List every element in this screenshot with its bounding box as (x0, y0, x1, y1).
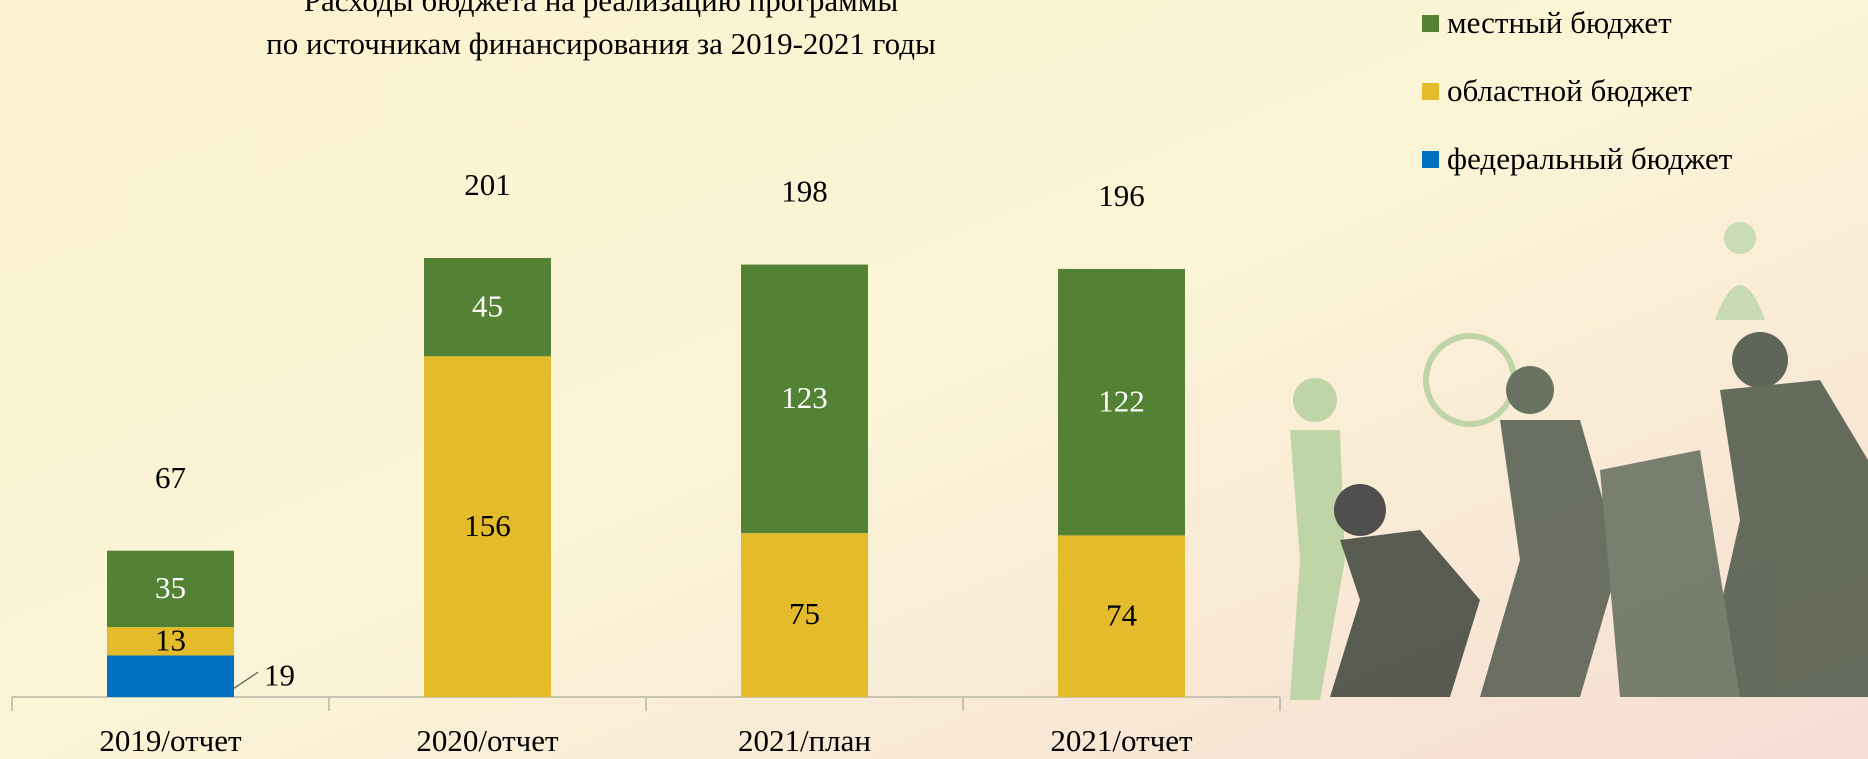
data-label: 123 (781, 380, 828, 415)
bar-segment (107, 550, 234, 628)
total-label: 201 (464, 167, 511, 202)
legend-label: местный бюджет (1447, 5, 1672, 40)
legend-label: федеральный бюджет (1447, 141, 1733, 176)
data-label: 13 (155, 622, 186, 657)
decoration (1290, 222, 1868, 700)
data-label: 35 (155, 570, 186, 605)
bar-segment (107, 655, 234, 697)
legend-label: областной бюджет (1447, 73, 1692, 108)
bar-segment (107, 627, 234, 656)
leader-line (233, 671, 259, 689)
chart-title: Расходы бюджета на реализацию программы (304, 0, 899, 18)
total-label: 198 (781, 174, 828, 209)
bar-segment (424, 356, 551, 697)
legend-swatch (1422, 15, 1439, 32)
bar-segment (1058, 268, 1185, 536)
data-label: 74 (1106, 597, 1138, 632)
bar-segment (1058, 535, 1185, 697)
bar-segment (424, 258, 551, 357)
total-label: 67 (155, 460, 186, 495)
bar-segment (741, 533, 868, 697)
bar-segment (741, 264, 868, 534)
x-tick-label: 2021/отчет (1050, 723, 1193, 758)
data-label: 19 (264, 657, 295, 692)
legend-swatch (1422, 151, 1439, 168)
data-label: 122 (1098, 383, 1145, 418)
legend-swatch (1422, 83, 1439, 100)
x-tick-label: 2021/план (738, 723, 871, 758)
data-label: 156 (464, 508, 511, 543)
data-label: 45 (472, 288, 503, 323)
data-label: 75 (789, 596, 820, 631)
x-tick-label: 2020/отчет (416, 723, 559, 758)
chart-subtitle: по источникам финансирования за 2019-202… (266, 26, 936, 61)
x-tick-label: 2019/отчет (99, 723, 242, 758)
total-label: 196 (1098, 178, 1145, 213)
